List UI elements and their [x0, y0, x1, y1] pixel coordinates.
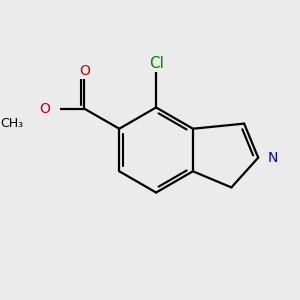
- Text: O: O: [79, 64, 90, 78]
- Text: O: O: [39, 102, 50, 116]
- Text: CH₃: CH₃: [1, 117, 24, 130]
- Text: Cl: Cl: [149, 56, 164, 71]
- Text: N: N: [268, 151, 278, 165]
